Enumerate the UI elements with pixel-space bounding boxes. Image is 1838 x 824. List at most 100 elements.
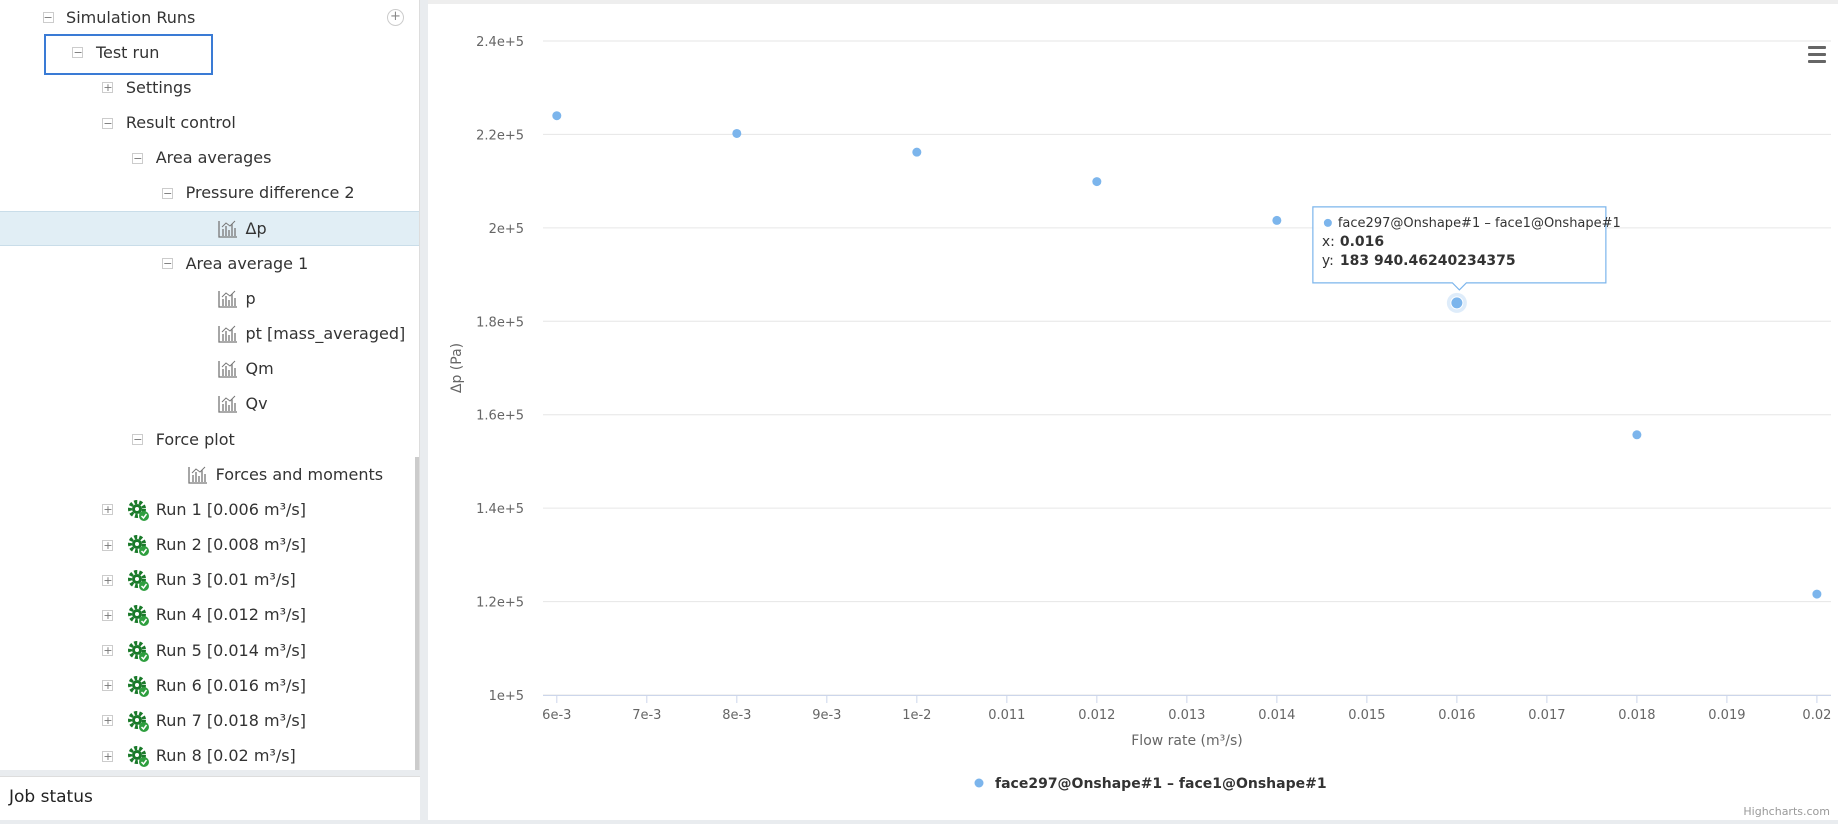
tree-panel: + − Simulation Runs − Test run + Settings − Res…: [0, 0, 420, 770]
point: [1632, 430, 1642, 440]
legend-label: face297@Onshape#1 – face1@Onshape#1: [995, 776, 1327, 792]
tree-label[interactable]: Run 4 [0.012 m³/s]: [155, 605, 306, 625]
tree-toggle[interactable]: −: [132, 433, 144, 447]
legend-marker: [974, 778, 984, 788]
run-icon: [127, 710, 149, 732]
tree-toggle[interactable]: +: [102, 679, 114, 693]
chart-icon: [217, 396, 237, 414]
chart-icon: [217, 360, 237, 378]
tree-toggle[interactable]: +: [102, 573, 114, 587]
point: [732, 128, 742, 138]
y-tick-label: 1.8e+5: [476, 315, 524, 330]
y-tick-label: 2.2e+5: [476, 128, 524, 143]
y-tick-label: 1.2e+5: [476, 596, 524, 611]
focus-outline: [43, 33, 213, 75]
tree-label[interactable]: Run 1 [0.006 m³/s]: [155, 499, 306, 519]
point: [1272, 215, 1282, 225]
x-tick-label: 0.015: [1348, 708, 1385, 723]
tree-label[interactable]: Qm: [245, 359, 274, 379]
x-tick-label: 0.017: [1528, 708, 1565, 723]
tree-label[interactable]: Run 2 [0.008 m³/s]: [155, 535, 306, 555]
run-icon: [127, 746, 149, 768]
tree-row[interactable]: [0, 387, 419, 422]
point: [552, 111, 562, 121]
tree-label[interactable]: Result control: [125, 113, 236, 133]
x-tick-label: 0.013: [1168, 708, 1205, 723]
tree-toggle[interactable]: +: [102, 749, 114, 763]
tree-label[interactable]: Pressure difference 2: [185, 183, 355, 203]
x-tick-label: 0.016: [1438, 708, 1475, 723]
x-tick-label: 1e-2: [902, 708, 931, 723]
x-tick-label: 0.011: [988, 708, 1025, 723]
tree-toggle[interactable]: +: [102, 608, 114, 622]
y-axis-title: Δp (Pa): [449, 343, 465, 393]
tree-toggle[interactable]: +: [102, 538, 114, 552]
tree-toggle[interactable]: −: [162, 186, 174, 200]
tree-row[interactable]: [0, 0, 419, 35]
x-tick-label: 0.018: [1618, 708, 1655, 723]
tooltip-marker: [1323, 218, 1332, 227]
tooltip-x-label: x:: [1322, 234, 1335, 250]
tree-label[interactable]: Forces and moments: [215, 464, 384, 484]
add-button[interactable]: +: [387, 9, 404, 26]
run-icon: [127, 675, 149, 697]
tree-row[interactable]: [0, 70, 419, 105]
point: [1450, 296, 1464, 310]
x-tick-label: 6e-3: [542, 708, 571, 723]
credits: Highcharts.com: [1743, 805, 1830, 818]
run-icon: [127, 535, 149, 557]
y-tick-label: 2.4e+5: [476, 35, 524, 50]
tooltip-x-value: 0.016: [1340, 234, 1384, 250]
tree-toggle[interactable]: +: [102, 503, 114, 517]
tree-label[interactable]: pt [mass_averaged]: [245, 324, 406, 344]
chart-icon: [187, 466, 207, 484]
x-tick-label: 9e-3: [812, 708, 841, 723]
tree-label[interactable]: Force plot: [155, 429, 235, 449]
run-icon: [127, 570, 149, 592]
tree-label[interactable]: Δp: [245, 218, 267, 238]
tree-toggle[interactable]: −: [72, 46, 84, 60]
tooltip-box: [1312, 206, 1607, 291]
run-icon: [127, 499, 149, 521]
tooltip-series: face297@Onshape#1 – face1@Onshape#1: [1338, 216, 1621, 231]
tree-label[interactable]: Run 5 [0.014 m³/s]: [155, 640, 306, 660]
tree-row[interactable]: [0, 281, 419, 316]
tree-label[interactable]: Run 6 [0.016 m³/s]: [155, 675, 306, 695]
tree-label[interactable]: p: [245, 288, 256, 308]
tree-row[interactable]: [0, 352, 419, 387]
tree-label[interactable]: Area average 1: [185, 253, 309, 273]
chart-icon: [217, 325, 237, 343]
job-status-panel: Job status: [0, 776, 420, 820]
tree-toggle[interactable]: −: [42, 11, 54, 25]
y-tick-label: 1.6e+5: [476, 409, 524, 424]
tooltip-y-value: 183 940.46240234375: [1340, 253, 1516, 269]
y-tick-label: 2e+5: [489, 222, 524, 237]
y-tick-label: 1.4e+5: [476, 502, 524, 517]
tree-label[interactable]: Run 8 [0.02 m³/s]: [155, 746, 296, 766]
menu-bar: [1808, 46, 1826, 49]
run-icon: [127, 640, 149, 662]
tree-label[interactable]: Settings: [125, 77, 192, 97]
x-axis-title: Flow rate (m³/s): [1131, 733, 1242, 749]
x-tick-label: 0.02: [1802, 708, 1831, 723]
tree-label[interactable]: Simulation Runs: [66, 7, 196, 27]
tree-label[interactable]: Test run: [95, 42, 160, 62]
tree-label[interactable]: Area averages: [155, 148, 272, 168]
tree-toggle[interactable]: +: [102, 644, 114, 658]
x-tick-label: 7e-3: [632, 708, 661, 723]
tree-row[interactable]: [0, 211, 419, 247]
point: [1092, 177, 1102, 187]
chart: 1e+5 1.2e+5 1.4e+5 1.6e+5 1.8e+5 2e+5 2.2e+5 2.…: [449, 35, 1831, 818]
tree-toggle[interactable]: +: [102, 81, 114, 95]
scrollbar[interactable]: [415, 457, 419, 770]
tree-toggle[interactable]: −: [162, 257, 174, 271]
tree-label[interactable]: Run 7 [0.018 m³/s]: [155, 710, 306, 730]
tree-toggle[interactable]: +: [102, 714, 114, 728]
tree-toggle[interactable]: −: [102, 116, 114, 130]
y-tick-label: 1e+5: [489, 689, 524, 704]
chart-icon: [217, 290, 237, 308]
tree-label[interactable]: Run 3 [0.01 m³/s]: [155, 570, 296, 590]
tree-label[interactable]: Qv: [245, 394, 268, 414]
tree-toggle[interactable]: −: [132, 151, 144, 165]
x-tick-label: 0.012: [1078, 708, 1115, 723]
